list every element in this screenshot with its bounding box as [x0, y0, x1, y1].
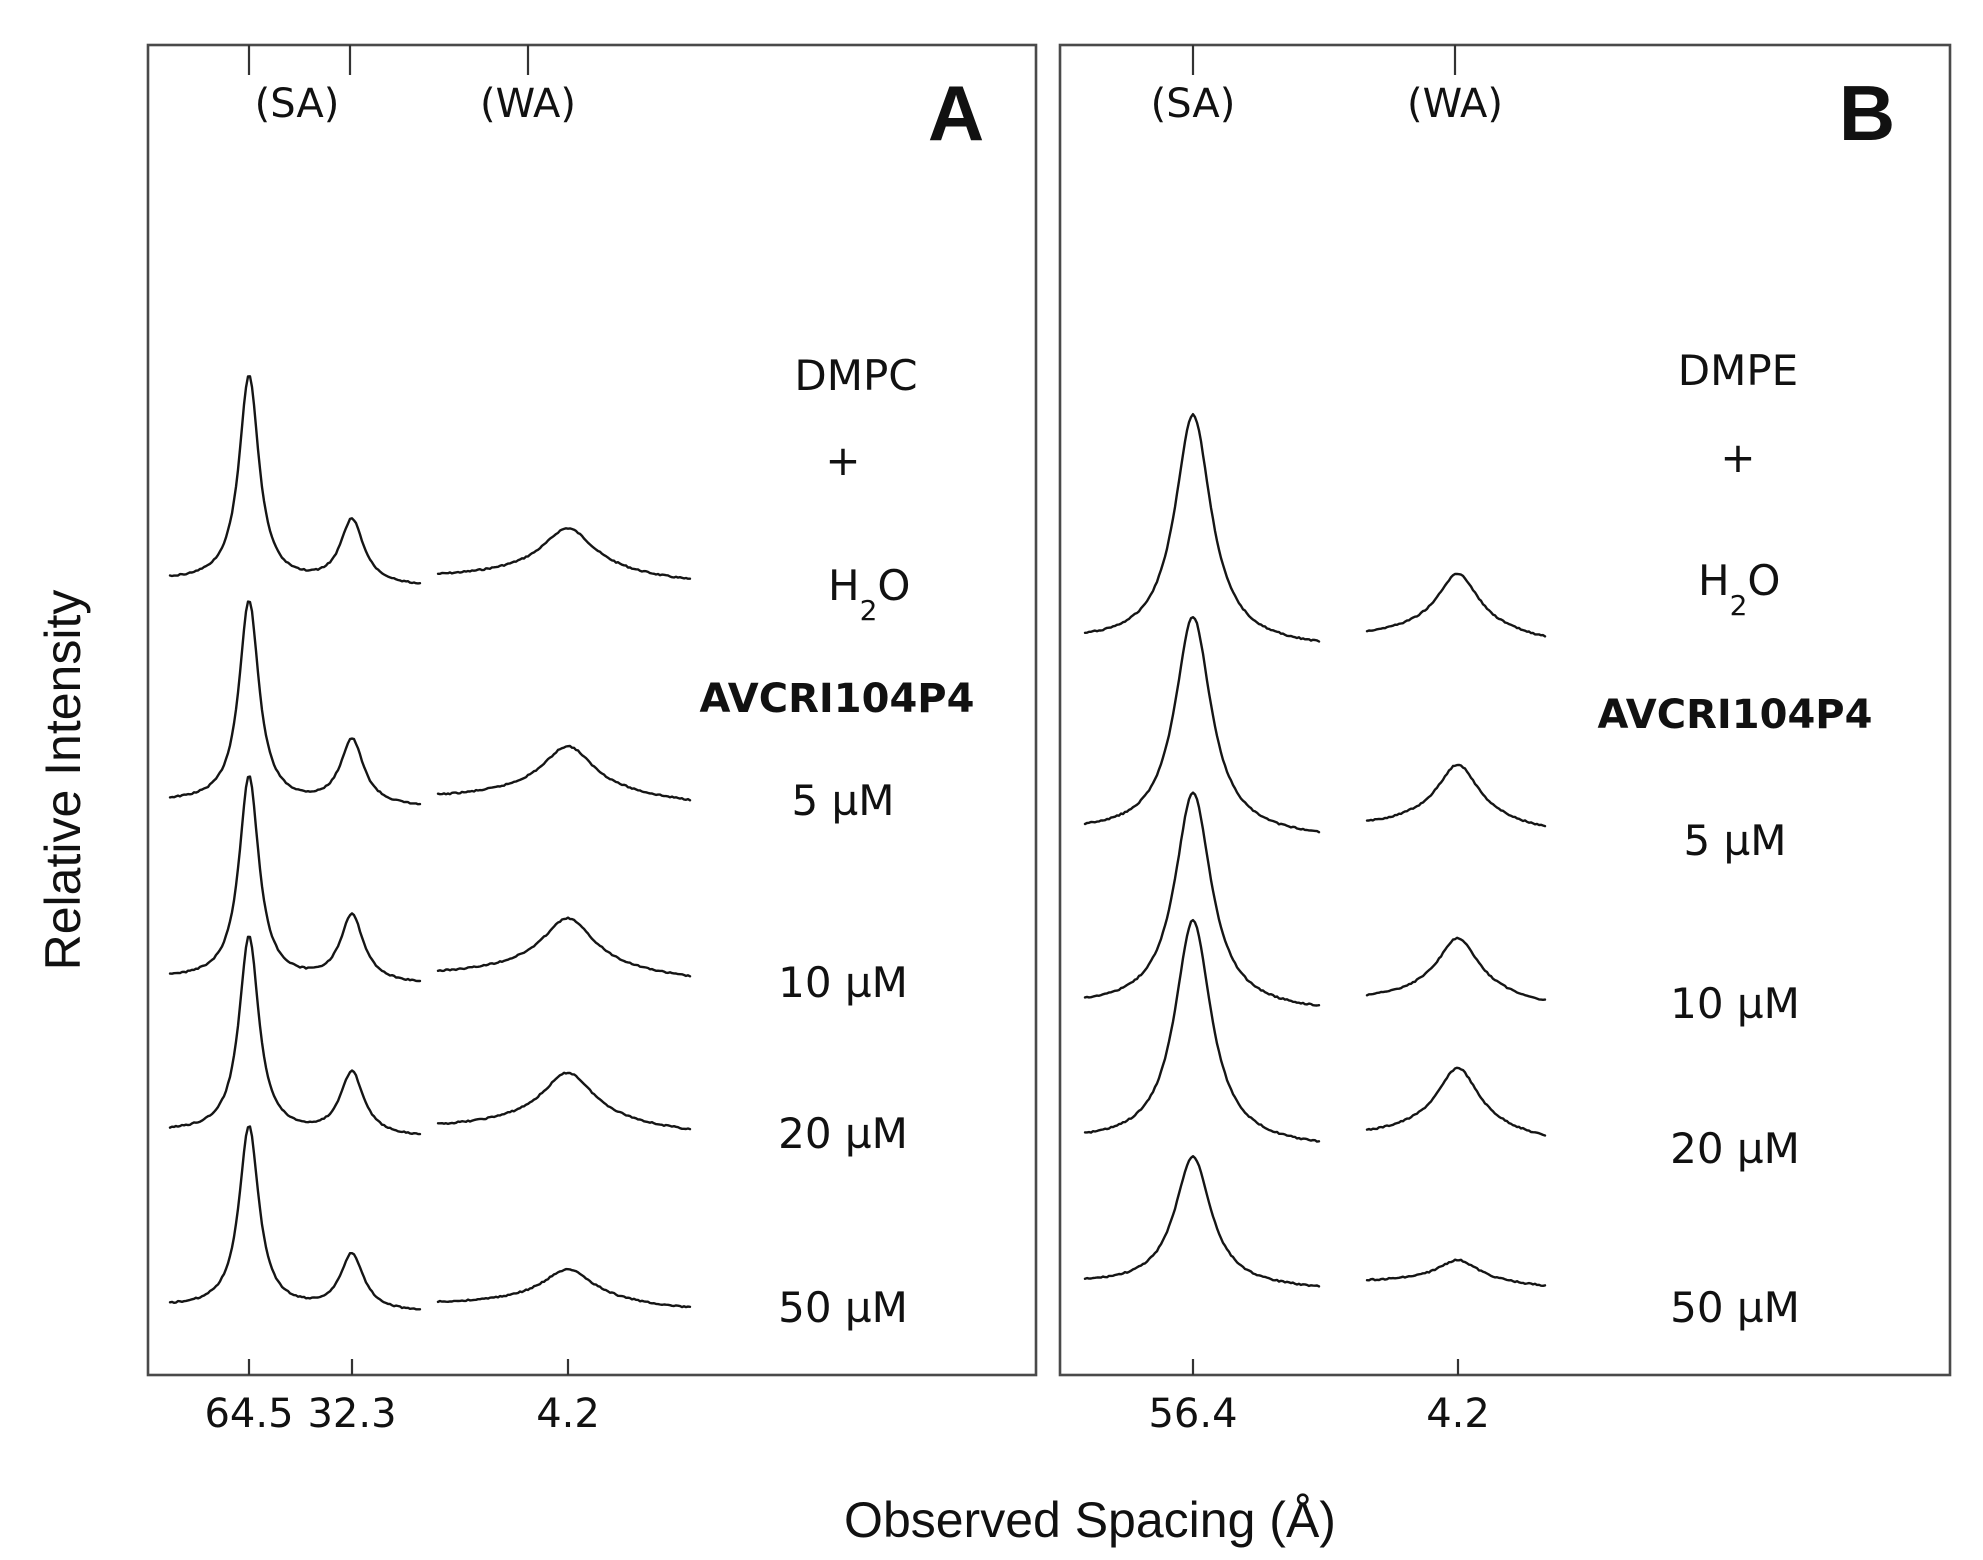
panel-b-trace-4-seg-1	[1083, 918, 1321, 1143]
panel-a-lipid-label: DMPC	[794, 351, 917, 400]
panel-a-trace-1-seg-1	[168, 375, 422, 585]
panel-a-series-label: 5 µM	[791, 776, 894, 825]
panel-a-trace-2-seg-2	[436, 744, 692, 802]
panel-a-series-label: 50 µM	[778, 1283, 908, 1332]
panel-a-trace-5-seg-1	[168, 1125, 422, 1311]
panel-b-sa-label: (SA)	[1151, 81, 1236, 127]
panel-b-water-sub: 2	[1730, 589, 1748, 622]
panel-a-letter: A	[928, 69, 984, 157]
panel-a-x-tick-label: 32.3	[307, 1391, 396, 1437]
panel-a-plus-label: +	[825, 436, 860, 485]
panel-a-series-label: 20 µM	[778, 1109, 908, 1158]
chart-marks: 64.5 32.3 4.2 5 µM 10 µM 20 µM 50 µM 56.4 4.2 5 µ…	[168, 45, 1800, 1437]
panel-b-trace-1-seg-2	[1365, 572, 1547, 638]
panel-a-wa-label: (WA)	[480, 81, 576, 127]
panel-a-x-tick-label: 64.5	[204, 1391, 293, 1437]
panel-a-trace-3-seg-1	[168, 775, 422, 983]
panel-b-letter: B	[1839, 69, 1895, 157]
panel-b-x-tick-label: 56.4	[1148, 1391, 1237, 1437]
panel-a-x-tick-label: 4.2	[536, 1391, 600, 1437]
panel-b-peptide-label: AVCRI104P4	[1598, 692, 1873, 738]
panel-a-trace-2-seg-1	[168, 600, 422, 806]
panel-b-series-label: 50 µM	[1670, 1283, 1800, 1332]
panel-a-sa-label: (SA)	[255, 81, 340, 127]
panel-a-trace-3-seg-2	[436, 916, 692, 978]
panel-b-trace-1-seg-1	[1083, 413, 1321, 643]
panel-b-water-h: H	[1698, 556, 1730, 605]
panel-b-trace-2-seg-2	[1365, 763, 1547, 828]
panel-a-peptide-label: AVCRI104P4	[700, 676, 975, 722]
panel-a-trace-5-seg-2	[436, 1267, 692, 1309]
panel-a-trace-1-seg-2	[436, 527, 692, 580]
panel-b-trace-5-seg-1	[1083, 1155, 1321, 1288]
panel-a-water-label: H2O	[828, 561, 910, 627]
panel-b-series-label: 5 µM	[1683, 816, 1786, 865]
x-axis-title: Observed Spacing (Å)	[844, 1492, 1336, 1548]
panel-b-frame	[1058, 43, 1952, 1377]
panel-b-trace-3-seg-1	[1083, 791, 1321, 1007]
panel-b-lipid-label: DMPE	[1678, 346, 1798, 395]
panel-a-water-sub: 2	[860, 594, 878, 627]
y-axis-title: Relative Intensity	[35, 590, 91, 971]
panel-b-wa-label: (WA)	[1407, 81, 1503, 127]
panel-b-plus-label: +	[1720, 433, 1755, 482]
panel-b-trace-5-seg-2	[1365, 1258, 1547, 1287]
panel-b-series-label: 20 µM	[1670, 1124, 1800, 1173]
panel-a-series-label: 10 µM	[778, 958, 908, 1007]
panel-b-water-o: O	[1747, 556, 1780, 605]
panel-b-water-label: H2O	[1698, 556, 1780, 622]
panel-b-x-tick-label: 4.2	[1426, 1391, 1490, 1437]
panel-a-trace-4-seg-1	[168, 935, 422, 1136]
panel-a-water-h: H	[828, 561, 860, 610]
panel-b-trace-4-seg-2	[1365, 1066, 1547, 1137]
panel-b-series-label: 10 µM	[1670, 979, 1800, 1028]
panel-b-trace-2-seg-1	[1083, 616, 1321, 834]
panel-b-trace-3-seg-2	[1365, 936, 1547, 1001]
panel-a-frame	[146, 43, 1038, 1377]
panel-a-water-o: O	[877, 561, 910, 610]
panel-a-trace-4-seg-2	[436, 1071, 692, 1131]
